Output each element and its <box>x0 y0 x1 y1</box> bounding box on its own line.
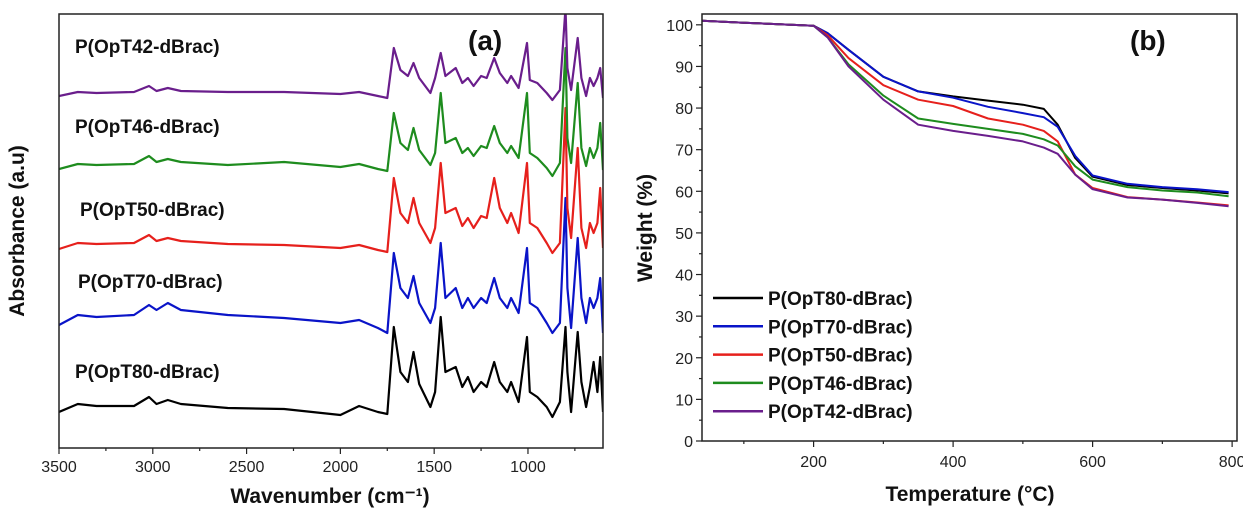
x-axis-label-a: Wavenumber (cm⁻¹) <box>230 485 429 508</box>
x-tick-label: 200 <box>800 454 827 471</box>
x-tick-label: 2500 <box>229 459 265 476</box>
trace-label: P(OpT50-dBrac) <box>80 200 225 221</box>
x-tick-label: 2000 <box>323 459 359 476</box>
trace-label: P(OpT42-dBrac) <box>75 37 220 58</box>
x-tick-label: 400 <box>940 454 967 471</box>
y-tick-label: 80 <box>675 101 693 118</box>
legend-label: P(OpT70-dBrac) <box>768 317 913 338</box>
x-tick-label: 800 <box>1219 454 1243 471</box>
panel-label-a: (a) <box>468 25 502 56</box>
x-tick-label: 1500 <box>416 459 452 476</box>
legend-label: P(OpT46-dBrac) <box>768 374 913 395</box>
series-line-2 <box>59 106 603 255</box>
legend-label: P(OpT42-dBrac) <box>768 402 913 423</box>
tga-chart: (b) Temperature (°C) Weight (%) 200 400 60… <box>634 13 1243 506</box>
series-line-1 <box>59 196 603 335</box>
ftir-chart: (a) Wavenumber (cm⁻¹) Absorbance (a.u) 3… <box>6 13 604 508</box>
y-tick-label: 90 <box>675 59 693 76</box>
y-axis-label-a: Absorbance (a.u) <box>6 145 29 317</box>
plot-frame <box>58 13 604 449</box>
x-axis-label-b: Temperature (°C) <box>885 483 1054 506</box>
x-tick-label: 1000 <box>510 459 546 476</box>
series-line-4 <box>701 19 1229 208</box>
y-tick-label: 40 <box>675 268 693 285</box>
y-tick-label: 100 <box>666 18 693 35</box>
y-tick-label: 70 <box>675 143 693 160</box>
y-tick-label: 0 <box>684 434 693 451</box>
y-axis-label-b: Weight (%) <box>634 174 657 282</box>
plot-frame <box>701 13 1238 442</box>
trace-label: P(OpT70-dBrac) <box>78 272 223 293</box>
panel-label-b: (b) <box>1130 25 1166 56</box>
trace-label: P(OpT46-dBrac) <box>75 117 220 138</box>
series-group <box>59 14 603 419</box>
x-tick-label: 3000 <box>135 459 171 476</box>
series-line-4 <box>59 14 603 102</box>
y-tick-label: 60 <box>675 184 693 201</box>
series-line-3 <box>59 46 603 178</box>
trace-label: P(OpT80-dBrac) <box>75 362 220 383</box>
series-line-0 <box>59 315 603 419</box>
legend-label: P(OpT50-dBrac) <box>768 346 913 367</box>
series-line-1 <box>701 19 1229 194</box>
y-tick-label: 30 <box>675 309 693 326</box>
legend-label: P(OpT80-dBrac) <box>768 289 913 310</box>
x-tick-label: 600 <box>1079 454 1106 471</box>
y-tick-label: 10 <box>675 392 693 409</box>
x-tick-label: 3500 <box>41 459 77 476</box>
y-tick-label: 20 <box>675 351 693 368</box>
y-tick-label: 50 <box>675 226 693 243</box>
